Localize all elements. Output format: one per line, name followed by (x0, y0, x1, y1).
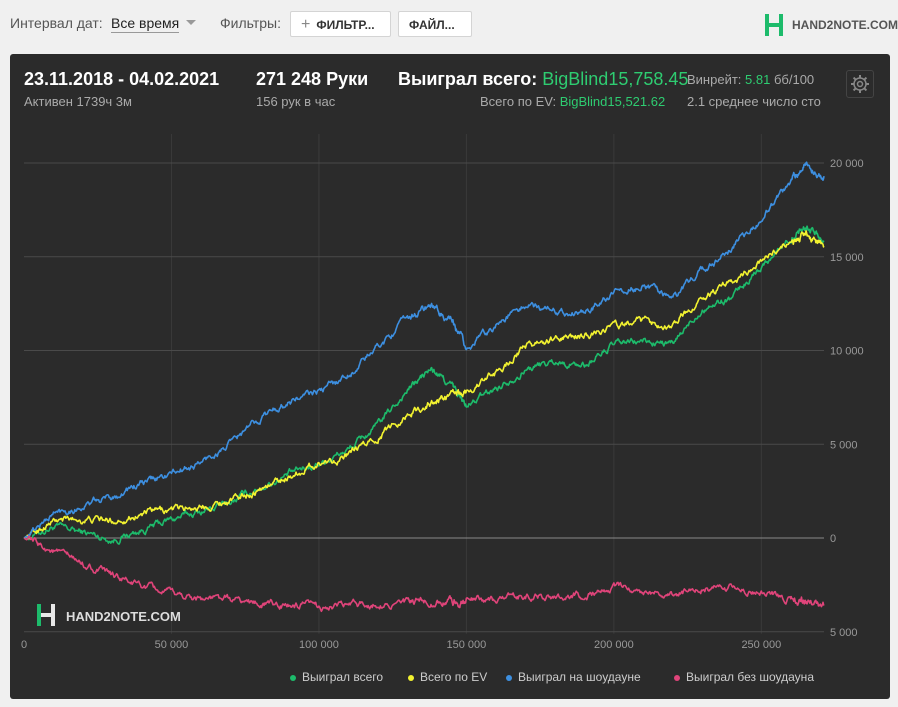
y-tick-label: 20 000 (830, 158, 864, 170)
files-button[interactable]: ФАЙЛ... (398, 11, 472, 37)
legend-item[interactable]: Выиграл на шоудауне (506, 670, 641, 684)
winrate: Винрейт: 5.81 бб/100 (687, 72, 814, 87)
y-tick-label: 15 000 (830, 252, 864, 264)
x-tick-label: 150 000 (447, 639, 487, 651)
date-interval-select[interactable]: Все время (111, 15, 180, 33)
h2n-watermark-icon (37, 604, 55, 626)
won-total-label: Выиграл всего: (398, 69, 538, 89)
x-tick-label: 100 000 (299, 639, 339, 651)
series-line (23, 535, 825, 613)
plus-icon: + (301, 16, 311, 33)
y-tick-label: 5 000 (830, 627, 858, 639)
date-range: 23.11.2018 - 04.02.2021 (24, 69, 220, 89)
filters-label: Фильтры: (220, 15, 281, 31)
winrate-value: 5.81 (745, 72, 771, 87)
won-total: Выиграл всего: BigBlind15,758.45 (398, 69, 688, 90)
y-tick-label: 10 000 (830, 346, 864, 358)
hands-count: 271 248 Руки (256, 69, 369, 89)
legend-item[interactable]: Выиграл всего (290, 670, 383, 684)
legend-label: Выиграл на шоудауне (518, 670, 641, 684)
y-tick-label: 5 000 (830, 439, 858, 451)
settings-button[interactable] (846, 70, 874, 98)
winrate-unit: бб/100 (773, 72, 815, 87)
active-time: Активен 1739ч 3м (24, 94, 132, 109)
series-line (23, 225, 825, 545)
ev-total: Всего по EV: BigBlind15,521.62 (480, 94, 665, 109)
legend-dot-icon (674, 674, 680, 681)
logo: HAND2NOTE.COM (764, 12, 898, 38)
chart-watermark: HAND2NOTE.COM (34, 602, 181, 633)
ev-total-label: Всего по EV: (480, 94, 557, 109)
legend-item[interactable]: Всего по EV (408, 670, 487, 684)
legend-label: Выиграл без шоудауна (686, 670, 814, 684)
filters-button-label: ФИЛЬТР... (316, 18, 375, 32)
series-line (23, 230, 825, 540)
ev-total-value: BigBlind15,521.62 (559, 94, 666, 109)
filters-button[interactable]: + ФИЛЬТР... (290, 11, 391, 37)
legend-dot-icon (506, 674, 512, 681)
files-button-label: ФАЙЛ... (409, 18, 455, 32)
gear-icon (851, 75, 869, 93)
legend-dot-icon (408, 674, 414, 681)
graph-panel: 23.11.2018 - 04.02.2021 Активен 1739ч 3м… (10, 54, 890, 699)
legend-label: Всего по EV (420, 670, 488, 684)
legend-dot-icon (290, 674, 296, 681)
y-tick-label: 0 (830, 533, 836, 545)
chevron-down-icon[interactable] (186, 20, 196, 25)
h2n-logo-icon (765, 14, 783, 36)
logo-text: HAND2NOTE.COM (792, 18, 898, 32)
won-total-value: BigBlind15,758.45 (542, 69, 689, 89)
date-interval-label: Интервал дат: (10, 15, 103, 31)
x-tick-label: 50 000 (155, 639, 189, 651)
series-line (23, 161, 825, 540)
legend-label: Выиграл всего (302, 670, 384, 684)
watermark-text: HAND2NOTE.COM (66, 609, 181, 624)
hands-per-hour: 156 рук в час (256, 94, 336, 109)
winrate-label: Винрейт: (687, 72, 742, 87)
x-tick-label: 0 (21, 639, 27, 651)
legend-item[interactable]: Выиграл без шоудауна (674, 670, 814, 684)
x-tick-label: 250 000 (741, 639, 781, 651)
avg-stack: 2.1 среднее число сто (687, 94, 821, 109)
chart: 20 000 15 000 10 000 5 000 0 5 000 0 50 000 100 … (21, 134, 864, 651)
toolbar: Интервал дат: Все время Фильтры: + ФИЛЬТР… (0, 0, 898, 50)
x-tick-label: 200 000 (594, 639, 634, 651)
